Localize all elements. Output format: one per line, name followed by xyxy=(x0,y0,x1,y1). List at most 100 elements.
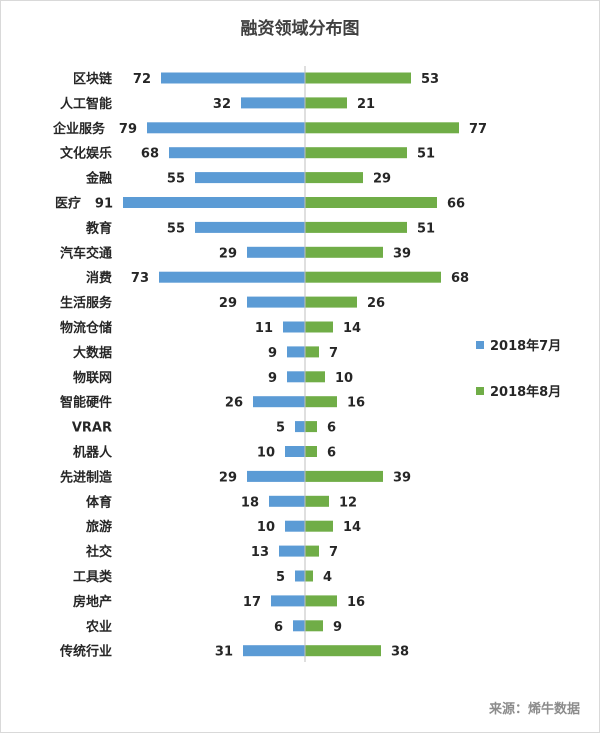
value-label-aug-9: 26 xyxy=(367,296,385,311)
category-label-11: 大数据 xyxy=(73,345,112,361)
value-label-aug-10: 14 xyxy=(343,321,361,336)
bar-aug-13 xyxy=(305,396,337,408)
bar-jul-5 xyxy=(123,197,305,208)
category-label-17: 体育 xyxy=(86,494,112,510)
value-label-aug-2: 77 xyxy=(469,122,487,137)
bar-aug-10 xyxy=(305,321,333,333)
bar-aug-23 xyxy=(305,645,381,657)
value-label-jul-19: 13 xyxy=(251,545,269,560)
value-label-jul-7: 29 xyxy=(219,246,237,261)
value-label-aug-0: 53 xyxy=(421,72,439,87)
category-label-16: 先进制造 xyxy=(60,469,113,485)
value-label-aug-4: 29 xyxy=(373,172,391,187)
value-label-jul-18: 10 xyxy=(257,520,275,535)
value-label-jul-22: 6 xyxy=(274,620,283,635)
bar-aug-12 xyxy=(305,371,325,383)
value-label-jul-12: 9 xyxy=(268,371,277,386)
category-label-20: 工具类 xyxy=(73,569,113,585)
value-label-jul-17: 18 xyxy=(241,495,259,510)
value-label-jul-14: 5 xyxy=(276,421,285,436)
value-label-aug-8: 68 xyxy=(451,271,469,286)
bar-jul-7 xyxy=(247,246,305,258)
category-label-2: 企业服务 xyxy=(52,121,106,137)
category-label-7: 汽车交通 xyxy=(60,245,112,261)
value-label-jul-21: 17 xyxy=(243,595,261,610)
legend-swatch-aug xyxy=(476,386,484,395)
bar-jul-13 xyxy=(253,396,305,408)
category-label-0: 区块链 xyxy=(73,71,113,87)
value-label-aug-15: 6 xyxy=(327,446,336,461)
bar-aug-21 xyxy=(305,595,337,607)
value-label-jul-8: 73 xyxy=(131,271,149,286)
bar-aug-0 xyxy=(305,72,411,84)
value-label-jul-11: 9 xyxy=(268,346,277,361)
value-label-jul-9: 29 xyxy=(219,296,237,311)
bar-aug-9 xyxy=(305,296,357,308)
value-label-jul-20: 5 xyxy=(276,570,285,585)
bar-jul-9 xyxy=(247,296,305,308)
value-label-aug-19: 7 xyxy=(329,545,338,560)
bar-jul-23 xyxy=(243,645,305,657)
value-label-aug-13: 16 xyxy=(347,396,365,411)
legend-swatch-jul xyxy=(476,340,484,349)
category-label-21: 房地产 xyxy=(73,594,112,610)
category-label-6: 教育 xyxy=(85,220,112,236)
bar-aug-17 xyxy=(305,495,329,507)
category-label-19: 社交 xyxy=(85,544,112,560)
bar-aug-5 xyxy=(305,197,437,208)
category-label-10: 物流仓储 xyxy=(60,320,112,336)
value-label-aug-18: 14 xyxy=(343,520,361,535)
bar-aug-4 xyxy=(305,172,363,184)
bar-aug-15 xyxy=(305,446,317,457)
value-label-jul-15: 10 xyxy=(257,446,275,461)
bar-aug-3 xyxy=(305,147,407,159)
category-label-5: 医疗 xyxy=(55,196,81,212)
category-label-14: VRAR xyxy=(72,421,112,436)
category-label-15: 机器人 xyxy=(73,445,113,461)
value-label-aug-14: 6 xyxy=(327,421,336,436)
value-label-jul-6: 55 xyxy=(167,221,185,236)
value-label-jul-16: 29 xyxy=(219,470,237,485)
value-label-jul-2: 79 xyxy=(119,122,137,137)
category-label-4: 金融 xyxy=(85,171,112,187)
legend-item-jul: 2018年7月 xyxy=(476,335,561,354)
value-label-aug-11: 7 xyxy=(329,346,338,361)
bar-aug-20 xyxy=(305,570,313,582)
legend-item-aug: 2018年8月 xyxy=(476,381,561,400)
category-label-13: 智能硬件 xyxy=(60,395,112,411)
bar-jul-20 xyxy=(295,570,305,582)
category-label-1: 人工智能 xyxy=(60,96,112,112)
bar-jul-19 xyxy=(279,545,305,557)
bar-jul-11 xyxy=(287,346,305,358)
value-label-jul-10: 11 xyxy=(255,321,273,336)
category-label-18: 旅游 xyxy=(86,519,112,535)
legend-label-aug: 2018年8月 xyxy=(490,385,562,400)
category-label-3: 文化娱乐 xyxy=(60,146,112,162)
bar-jul-4 xyxy=(195,172,305,184)
value-label-aug-6: 51 xyxy=(417,221,435,236)
value-label-jul-5: 91 xyxy=(95,197,113,212)
value-label-aug-3: 51 xyxy=(417,147,435,162)
category-label-9: 生活服务 xyxy=(60,295,113,311)
bar-jul-1 xyxy=(241,97,305,109)
value-label-jul-4: 55 xyxy=(167,172,185,187)
value-label-aug-20: 4 xyxy=(323,570,332,585)
value-label-jul-3: 68 xyxy=(141,147,159,162)
bar-jul-0 xyxy=(161,72,305,84)
bar-jul-14 xyxy=(295,421,305,433)
value-label-aug-5: 66 xyxy=(447,197,465,212)
bar-aug-18 xyxy=(305,520,333,532)
bar-aug-19 xyxy=(305,545,319,557)
bar-aug-2 xyxy=(305,122,459,134)
value-label-jul-13: 26 xyxy=(225,396,243,411)
value-label-aug-23: 38 xyxy=(391,645,409,660)
bar-jul-15 xyxy=(285,446,305,457)
value-label-jul-1: 32 xyxy=(213,97,231,112)
bar-aug-7 xyxy=(305,246,383,258)
value-label-aug-17: 12 xyxy=(339,495,357,510)
bar-jul-8 xyxy=(159,271,305,283)
bar-aug-16 xyxy=(305,470,383,482)
bar-aug-11 xyxy=(305,346,319,358)
